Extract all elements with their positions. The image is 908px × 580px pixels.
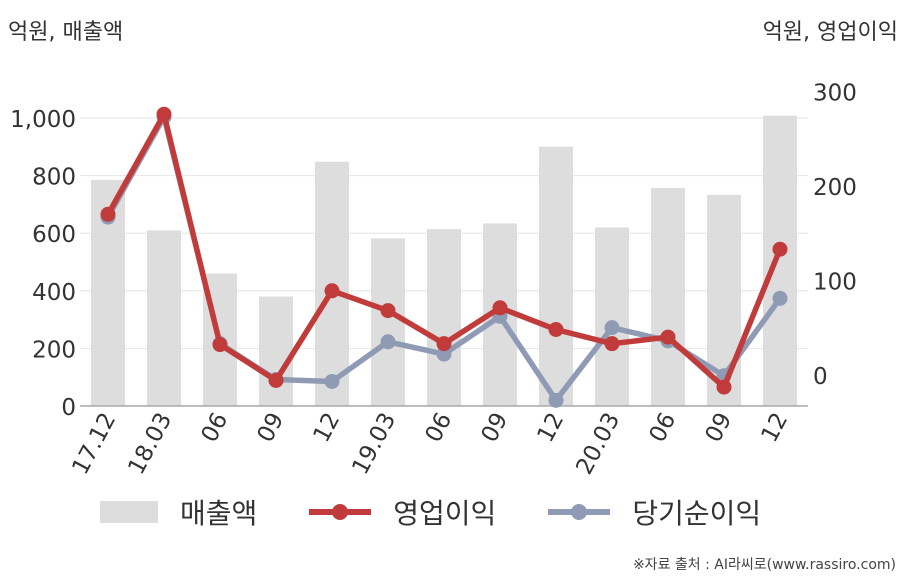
point-net-income xyxy=(380,334,396,350)
bar-revenue xyxy=(427,229,461,406)
point-operating-profit xyxy=(548,322,564,338)
chart-legend: 매출액 영업이익 당기순이익 xyxy=(100,492,813,532)
bar-revenue xyxy=(763,115,797,407)
left-axis-unit-label: 억원, 매출액 xyxy=(8,20,124,45)
right-axis-tick-label: 100 xyxy=(813,269,857,295)
point-operating-profit xyxy=(268,373,284,389)
point-operating-profit xyxy=(380,303,396,319)
x-axis-tick-label: 09 xyxy=(477,409,514,447)
point-net-income xyxy=(436,346,452,362)
left-axis-tick-label: 1,000 xyxy=(10,107,76,133)
legend-item-revenue: 매출액 xyxy=(100,492,257,532)
right-axis-tick-label: 0 xyxy=(813,364,828,390)
legend-swatch-revenue xyxy=(100,501,158,523)
point-net-income xyxy=(324,373,340,389)
legend-item-operating-profit: 영업이익 xyxy=(309,492,496,532)
point-operating-profit xyxy=(324,283,340,299)
bar-revenue xyxy=(651,187,685,406)
x-axis-tick-label: 12 xyxy=(757,409,794,447)
left-axis-tick-label: 800 xyxy=(32,165,76,191)
point-operating-profit xyxy=(660,329,676,345)
bar-revenue xyxy=(371,238,405,406)
legend-item-net-income: 당기순이익 xyxy=(548,492,761,532)
left-axis-tick-label: 600 xyxy=(32,222,76,248)
x-axis-tick-label: 09 xyxy=(701,409,738,447)
legend-label-operating-profit: 영업이익 xyxy=(393,497,497,530)
legend-label-net-income: 당기순이익 xyxy=(632,497,762,530)
x-axis-tick-label: 12 xyxy=(533,409,570,447)
point-operating-profit xyxy=(100,206,116,222)
x-axis-tick-label: 20.03 xyxy=(571,409,625,479)
source-credit: ※자료 출처 : AI라씨로(www.rassiro.com) xyxy=(632,557,896,573)
point-net-income xyxy=(548,392,564,408)
point-operating-profit xyxy=(212,337,228,353)
legend-label-revenue: 매출액 xyxy=(180,497,258,530)
x-axis-tick-label: 09 xyxy=(253,409,290,447)
point-operating-profit xyxy=(436,336,452,352)
right-axis-tick-label: 200 xyxy=(813,175,857,201)
bar-revenue xyxy=(539,146,573,407)
point-operating-profit xyxy=(492,300,508,316)
point-net-income xyxy=(604,320,620,336)
left-axis-tick-label: 400 xyxy=(32,280,76,306)
right-axis-unit-label: 억원, 영업이익 xyxy=(762,20,898,45)
left-axis-tick-label: 200 xyxy=(32,337,76,363)
point-operating-profit xyxy=(772,241,788,257)
point-net-income xyxy=(772,290,788,306)
x-axis-tick-label: 12 xyxy=(309,409,346,447)
right-axis-tick-label: 300 xyxy=(813,81,857,107)
x-axis-tick-label: 18.03 xyxy=(123,409,177,479)
bar-revenue xyxy=(595,227,629,406)
bar-revenue xyxy=(147,230,181,406)
left-axis-tick-label: 0 xyxy=(61,395,76,421)
point-operating-profit xyxy=(716,379,732,395)
bar-revenue xyxy=(259,296,293,406)
x-axis-tick-label: 06 xyxy=(421,409,458,447)
x-axis-tick-label: 06 xyxy=(197,409,234,447)
legend-swatch-operating-profit xyxy=(309,501,372,523)
x-axis-tick-label: 06 xyxy=(645,409,682,447)
legend-swatch-net-income xyxy=(548,501,611,523)
point-operating-profit xyxy=(604,336,620,352)
point-operating-profit xyxy=(156,106,172,122)
x-axis-tick-label: 19.03 xyxy=(347,409,401,479)
